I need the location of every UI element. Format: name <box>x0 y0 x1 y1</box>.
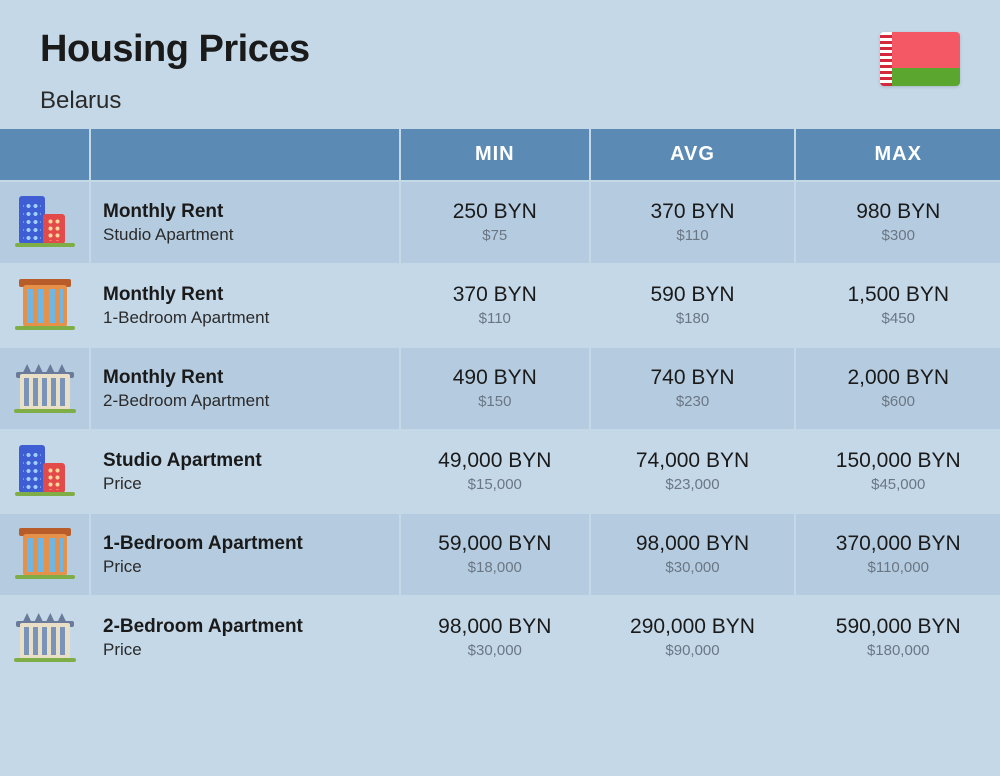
country-name: Belarus <box>40 87 960 115</box>
avg-cell: 740 BYN $230 <box>590 347 796 430</box>
min-cell: 370 BYN $110 <box>400 264 590 347</box>
avg-cell: 370 BYN $110 <box>590 181 796 264</box>
min-usd: $18,000 <box>411 559 579 578</box>
max-usd: $180,000 <box>806 642 990 661</box>
min-usd: $150 <box>411 393 579 412</box>
row-label: 1-Bedroom ApartmentPrice <box>90 513 400 596</box>
table-row: 2-Bedroom ApartmentPrice 98,000 BYN $30,00… <box>0 596 1000 678</box>
min-usd: $30,000 <box>411 642 579 661</box>
avg-usd: $230 <box>601 393 785 412</box>
avg-value: 590 BYN <box>601 282 785 308</box>
min-cell: 49,000 BYN $15,000 <box>400 430 590 513</box>
min-value: 490 BYN <box>411 365 579 391</box>
min-cell: 490 BYN $150 <box>400 347 590 430</box>
avg-value: 74,000 BYN <box>601 448 785 474</box>
min-cell: 250 BYN $75 <box>400 181 590 264</box>
col-avg: AVG <box>590 129 796 181</box>
avg-cell: 290,000 BYN $90,000 <box>590 596 796 678</box>
building-icon <box>0 264 90 347</box>
row-subtitle: Studio Apartment <box>103 224 389 245</box>
avg-usd: $90,000 <box>601 642 785 661</box>
row-title: Monthly Rent <box>103 200 389 224</box>
max-value: 2,000 BYN <box>806 365 990 391</box>
max-usd: $450 <box>806 310 990 329</box>
max-cell: 370,000 BYN $110,000 <box>795 513 1000 596</box>
min-cell: 98,000 BYN $30,000 <box>400 596 590 678</box>
table-row: Monthly Rent1-Bedroom Apartment 370 BYN $1… <box>0 264 1000 347</box>
max-value: 590,000 BYN <box>806 614 990 640</box>
price-table: MIN AVG MAX Monthly RentStudio Apartment… <box>0 129 1000 678</box>
col-icon <box>0 129 90 181</box>
page: Housing Prices Belarus MIN AVG MAX Month… <box>0 0 1000 678</box>
min-value: 250 BYN <box>411 199 579 225</box>
max-value: 150,000 BYN <box>806 448 990 474</box>
max-usd: $110,000 <box>806 559 990 578</box>
avg-value: 98,000 BYN <box>601 531 785 557</box>
row-title: Monthly Rent <box>103 283 389 307</box>
max-cell: 150,000 BYN $45,000 <box>795 430 1000 513</box>
max-value: 980 BYN <box>806 199 990 225</box>
building-icon <box>0 181 90 264</box>
row-label: 2-Bedroom ApartmentPrice <box>90 596 400 678</box>
min-usd: $75 <box>411 227 579 246</box>
min-value: 49,000 BYN <box>411 448 579 474</box>
flag-icon <box>880 32 960 86</box>
table-row: 1-Bedroom ApartmentPrice 59,000 BYN $18,00… <box>0 513 1000 596</box>
building-icon <box>0 596 90 678</box>
min-value: 98,000 BYN <box>411 614 579 640</box>
row-title: Studio Apartment <box>103 449 389 473</box>
table-row: Monthly Rent2-Bedroom Apartment 490 BYN $1… <box>0 347 1000 430</box>
avg-usd: $180 <box>601 310 785 329</box>
building-icon <box>0 347 90 430</box>
avg-value: 740 BYN <box>601 365 785 391</box>
building-icon <box>0 513 90 596</box>
row-subtitle: Price <box>103 639 389 660</box>
col-min: MIN <box>400 129 590 181</box>
min-cell: 59,000 BYN $18,000 <box>400 513 590 596</box>
col-label <box>90 129 400 181</box>
avg-value: 370 BYN <box>601 199 785 225</box>
max-usd: $600 <box>806 393 990 412</box>
avg-cell: 74,000 BYN $23,000 <box>590 430 796 513</box>
max-cell: 2,000 BYN $600 <box>795 347 1000 430</box>
row-subtitle: 1-Bedroom Apartment <box>103 307 389 328</box>
row-title: 2-Bedroom Apartment <box>103 615 389 639</box>
avg-usd: $30,000 <box>601 559 785 578</box>
row-subtitle: 2-Bedroom Apartment <box>103 390 389 411</box>
table-header: MIN AVG MAX <box>0 129 1000 181</box>
row-label: Monthly RentStudio Apartment <box>90 181 400 264</box>
min-usd: $15,000 <box>411 476 579 495</box>
avg-cell: 98,000 BYN $30,000 <box>590 513 796 596</box>
avg-usd: $23,000 <box>601 476 785 495</box>
max-usd: $45,000 <box>806 476 990 495</box>
max-cell: 980 BYN $300 <box>795 181 1000 264</box>
max-value: 1,500 BYN <box>806 282 990 308</box>
min-usd: $110 <box>411 310 579 329</box>
min-value: 59,000 BYN <box>411 531 579 557</box>
row-subtitle: Price <box>103 556 389 577</box>
row-title: 1-Bedroom Apartment <box>103 532 389 556</box>
max-cell: 590,000 BYN $180,000 <box>795 596 1000 678</box>
table-row: Monthly RentStudio Apartment 250 BYN $75 37… <box>0 181 1000 264</box>
row-label: Monthly Rent2-Bedroom Apartment <box>90 347 400 430</box>
max-usd: $300 <box>806 227 990 246</box>
header: Housing Prices Belarus <box>0 0 1000 129</box>
page-title: Housing Prices <box>40 28 960 71</box>
avg-value: 290,000 BYN <box>601 614 785 640</box>
table-row: Studio ApartmentPrice 49,000 BYN $15,000 74… <box>0 430 1000 513</box>
row-title: Monthly Rent <box>103 366 389 390</box>
row-label: Monthly Rent1-Bedroom Apartment <box>90 264 400 347</box>
max-value: 370,000 BYN <box>806 531 990 557</box>
max-cell: 1,500 BYN $450 <box>795 264 1000 347</box>
row-label: Studio ApartmentPrice <box>90 430 400 513</box>
avg-usd: $110 <box>601 227 785 246</box>
col-max: MAX <box>795 129 1000 181</box>
avg-cell: 590 BYN $180 <box>590 264 796 347</box>
building-icon <box>0 430 90 513</box>
row-subtitle: Price <box>103 473 389 494</box>
min-value: 370 BYN <box>411 282 579 308</box>
